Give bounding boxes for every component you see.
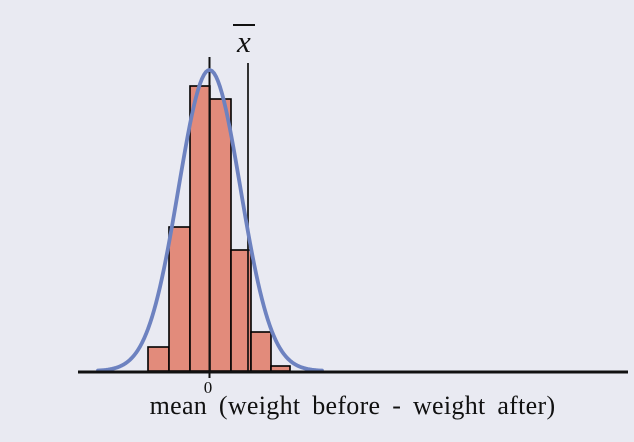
normal-curve bbox=[96, 68, 324, 373]
xbar-overbar-text: x bbox=[233, 24, 255, 59]
zero-tick-label: 0 bbox=[203, 378, 213, 397]
xbar-label: x bbox=[233, 24, 255, 59]
x-axis-title: mean (weight before - weight after) bbox=[149, 391, 556, 420]
histogram-bar bbox=[209, 98, 232, 372]
histogram-bar bbox=[250, 331, 272, 372]
histogram-bar bbox=[189, 85, 211, 372]
histogram-bar bbox=[168, 226, 191, 372]
histogram-bar bbox=[270, 365, 291, 372]
histogram-bar bbox=[147, 346, 170, 372]
